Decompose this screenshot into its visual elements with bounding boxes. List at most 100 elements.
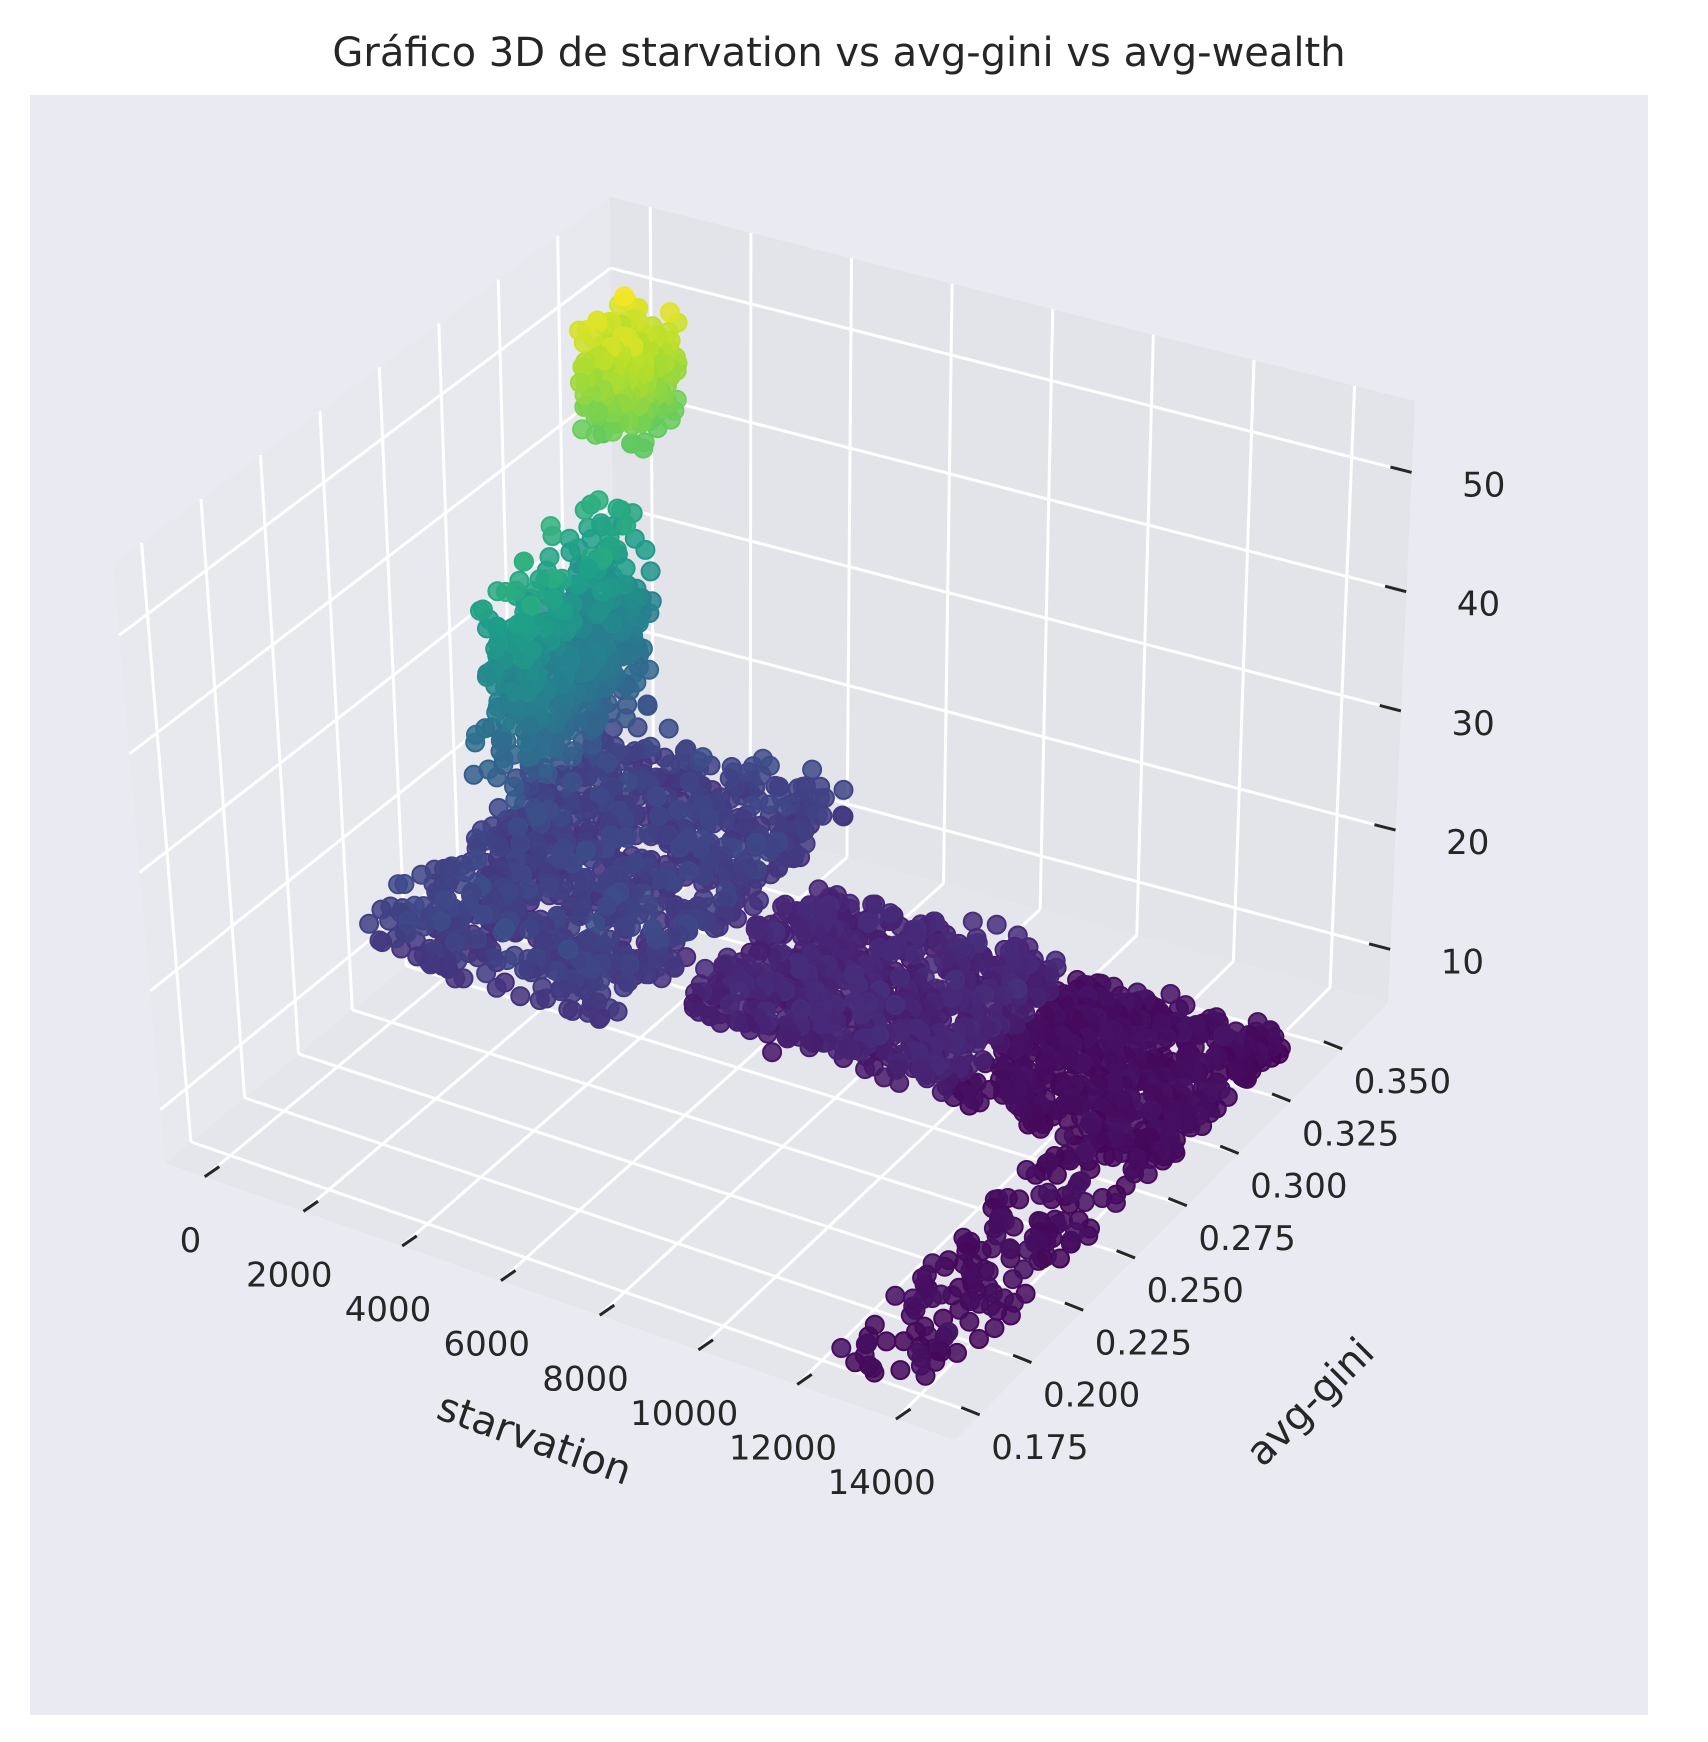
y-gridline-side [140,542,193,1142]
x-tick-label: 6000 [443,1325,530,1365]
scatter-point [507,614,528,635]
x-tick [895,1407,912,1421]
scatter-point [607,498,628,519]
scatter-point [885,1285,906,1306]
z-tick [1384,584,1407,594]
scatter-point [613,977,634,998]
scatter-point [858,912,879,933]
scatter-point [602,421,623,442]
scatter-point [833,779,854,800]
z-gridline-back [611,385,1407,594]
scatter-point [508,817,529,837]
scatter-point [999,1238,1020,1259]
y-tick-label: 0.300 [1250,1167,1347,1207]
scatter-point [516,731,537,752]
scatter-point [619,680,640,701]
scatter-point [931,1082,952,1102]
scatter-point [1213,1025,1234,1046]
scatter-point [470,600,490,621]
scatter-point [562,1000,583,1021]
scatter-point [876,1331,897,1352]
y-tick [1271,1092,1291,1103]
scatter-point [485,638,506,659]
scatter-point [413,916,434,937]
scatter-point [759,794,780,815]
scatter-point [719,994,740,1015]
scatter-point [1075,1142,1096,1163]
scatter-point [646,786,667,807]
scatter-point [1095,1145,1116,1166]
scatter-point [802,759,823,780]
scatter-point [1122,1159,1143,1180]
scatter-point [510,986,531,1007]
z-tick [1368,942,1391,951]
scatter-point [514,551,534,572]
scatter-point [792,926,812,947]
scatter-point [831,1338,852,1358]
z-gridline-back [610,266,1413,474]
scatter-point [542,589,563,609]
x-tick-label: 8000 [542,1359,629,1399]
scatter-point [966,1033,987,1054]
y-tick-label: 0.350 [1354,1062,1451,1102]
scatter-point [742,795,763,816]
scatter-point [678,861,699,882]
scatter-point [646,929,667,950]
z-tick-label: 50 [1462,466,1505,506]
y-tick [1116,1249,1136,1260]
z-tick-label: 10 [1441,942,1484,982]
scatter-point [1030,1184,1051,1205]
scatter-point [869,937,890,958]
scatter-point [622,432,643,453]
z-gridline-side [138,503,614,874]
scatter-point [616,645,637,666]
scatter-point [904,944,925,965]
scatter-point [529,990,550,1011]
x-gridline-back [1038,309,1055,910]
x-gridline-back [845,258,853,858]
y-gridline-floor [244,1096,1033,1365]
scatter-point [692,747,713,768]
scatter-point [855,1059,876,1080]
y-tick [1012,1353,1033,1364]
scatter-point [572,419,593,440]
x-tick [203,1165,221,1178]
scatter-point [505,789,526,810]
scatter-point [885,995,906,1016]
scatter-point [596,895,617,916]
scatter-point [1017,1239,1038,1260]
x-tick [302,1199,319,1213]
x-tick-label: 2000 [246,1255,333,1295]
scatter-point [558,939,579,960]
scatter-point [762,1042,783,1063]
z-tick-label: 30 [1451,704,1494,744]
x-gridline-back [1231,360,1256,962]
scatter-point [411,864,432,885]
scatter-point [487,581,508,602]
x-gridline-floor [302,830,752,1213]
y-tick-label: 0.225 [1095,1323,1192,1363]
scatter-point [638,823,659,844]
scatter-point [486,702,507,723]
scatter-point [562,771,583,792]
y-tick [960,1406,981,1417]
scatter-point [1054,1126,1075,1147]
x-tick [697,1338,714,1352]
scatter-point [574,500,595,521]
scatter-point [1061,1183,1082,1204]
scatter-point [1092,1188,1113,1208]
x-tick [401,1234,418,1248]
scatter-point [660,754,681,775]
y-gridline-side [318,411,354,1010]
y-tick-label: 0.325 [1302,1114,1399,1154]
x-tick [796,1373,813,1386]
scatter-point [547,961,568,982]
scatter-point [915,1065,936,1086]
scatter-point [1016,1160,1037,1180]
scatter-point [949,1299,970,1320]
y-tick-label: 0.175 [991,1428,1088,1468]
scatter-point [668,799,689,820]
scatter-point [962,911,983,932]
scatter-point [540,516,561,537]
